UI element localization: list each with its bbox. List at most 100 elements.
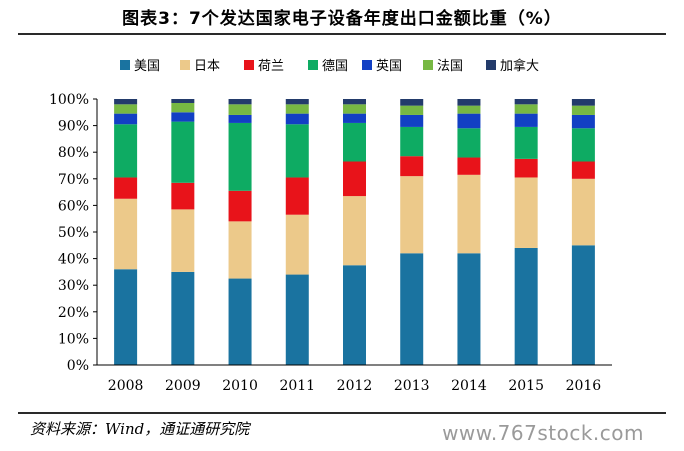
bar-2013-4 [400,114,424,127]
bar-2016-1 [571,178,595,246]
bar-2015-3 [514,126,538,159]
bar-2008-2 [114,177,138,199]
bar-2009-5 [171,102,195,113]
bar-2010-5 [228,104,252,115]
y-tick-label-8: 80% [58,145,89,161]
bar-2009-0 [171,271,195,365]
bar-2016-4 [571,114,595,129]
bar-2016-0 [571,245,595,365]
y-tick-label-7: 70% [58,172,89,188]
bar-2013-3 [400,126,424,157]
x-tick-label-2015: 2015 [508,378,544,394]
legend-swatch-5 [423,60,433,70]
legend-label-4: 英国 [376,59,402,74]
y-tick-label-1: 10% [58,331,89,347]
x-axis: 2008 2009 2010 2011 2012 2013 2014 2015 2016 [97,364,612,394]
bar-2013-6 [400,99,424,106]
legend-label-1: 日本 [194,59,220,74]
stacked-bar-chart: 美国 日本 荷兰 德国 英国 法国 加拿大 0% 10% 20% 30% 40% 50% 60% 70% 8… [49,58,612,394]
bar-2014-4 [457,113,481,129]
watermark-text: www.767stock.com [442,421,644,445]
bar-2014-3 [457,128,481,158]
chart-title: 图表3：7个发达国家电子设备年度出口金额比重（%） [122,9,562,29]
y-tick-label-0: 0% [67,358,89,374]
bar-2010-4 [228,114,252,123]
bar-2015-2 [514,158,538,178]
bar-2008-0 [114,269,138,365]
legend: 美国 日本 荷兰 德国 英国 法国 加拿大 [120,58,539,74]
legend-swatch-6 [486,60,496,70]
bar-2009-2 [171,182,195,210]
bar-2016-5 [571,105,595,115]
y-tick-label-2: 20% [58,305,89,321]
legend-swatch-4 [362,60,372,70]
source-note: 资料来源：Wind，通证通研究院 [30,420,250,438]
bar-2009-4 [171,112,195,122]
y-axis: 0% 10% 20% 30% 40% 50% 60% 70% 80% 90% 100% [49,92,98,374]
legend-swatch-2 [244,60,254,70]
legend-label-0: 美国 [134,59,160,74]
title-rule [18,33,666,35]
bars [114,99,595,365]
bar-2010-1 [228,221,252,279]
y-tick-label-4: 40% [58,252,89,268]
legend-label-2: 荷兰 [258,59,284,74]
bar-2015-5 [514,104,538,114]
bar-2011-4 [285,113,309,125]
y-tick-label-3: 30% [58,278,89,294]
bar-2012-4 [343,113,366,123]
bar-2009-1 [171,209,195,272]
y-tick-label-10: 100% [49,92,89,108]
x-tick-label-2011: 2011 [279,378,315,394]
bar-2008-3 [114,124,138,178]
bar-2016-2 [571,161,595,179]
bar-2012-3 [343,122,366,162]
x-tick-label-2013: 2013 [394,378,430,394]
bar-2015-6 [514,99,538,105]
bar-2015-1 [514,177,538,248]
x-tick-label-2008: 2008 [108,378,144,394]
bar-2011-0 [285,274,309,365]
bar-2009-6 [171,99,195,103]
x-tick-label-2010: 2010 [222,378,258,394]
bar-2011-6 [285,99,309,105]
bar-2010-2 [228,190,252,222]
bar-2012-6 [343,99,366,105]
legend-swatch-3 [308,60,318,70]
legend-label-5: 法国 [437,59,463,74]
y-tick-label-5: 50% [58,225,89,241]
bar-2008-6 [114,99,138,105]
bar-2016-3 [571,128,595,162]
bar-2012-5 [343,104,366,114]
x-tick-label-2014: 2014 [451,378,487,394]
bar-2015-4 [514,113,538,127]
y-tick-label-9: 90% [58,119,89,135]
bar-2008-5 [114,104,138,114]
bar-2012-1 [343,196,366,266]
bar-2014-6 [457,99,481,106]
bar-2012-2 [343,161,366,197]
bar-2015-0 [514,247,538,365]
bar-2014-1 [457,174,481,254]
bar-2014-0 [457,253,481,365]
bar-2008-1 [114,198,138,270]
x-tick-label-2009: 2009 [165,378,201,394]
bar-2013-0 [400,253,424,365]
y-tick-label-6: 60% [58,198,89,214]
bar-2014-2 [457,157,481,175]
bar-2009-3 [171,121,195,183]
bar-2008-4 [114,113,138,125]
bar-2016-6 [571,99,595,106]
bar-2011-2 [285,177,309,215]
legend-swatch-0 [120,60,130,70]
legend-label-6: 加拿大 [500,58,539,74]
legend-label-3: 德国 [322,59,348,74]
x-tick-label-2016: 2016 [566,378,602,394]
bar-2011-5 [285,104,309,114]
bar-2013-5 [400,105,424,115]
bar-2010-6 [228,99,252,105]
bar-2010-0 [228,278,252,365]
x-tick-label-2012: 2012 [337,378,373,394]
bar-2013-1 [400,176,424,254]
legend-swatch-1 [180,60,190,70]
